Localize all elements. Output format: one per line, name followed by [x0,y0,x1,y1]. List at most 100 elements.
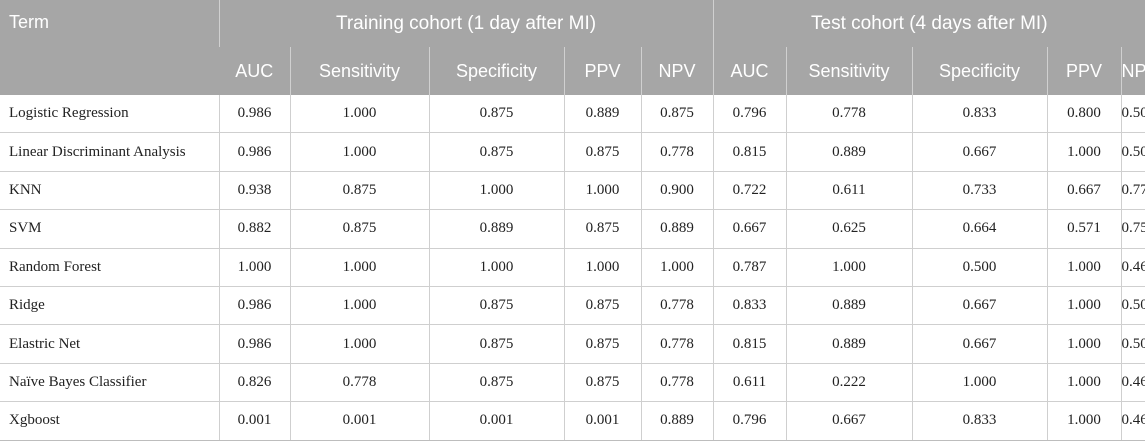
test-specificity-cell: 1.000 [911,363,1048,403]
test-cohort-header: Test cohort (4 days after MI) [712,0,1145,47]
test-specificity-cell: 0.500 [911,248,1048,287]
test-specificity-header: Specificity [911,47,1048,95]
train-sensitivity-header: Sensitivity [289,47,429,95]
term-cell: Xgboost [0,401,219,441]
test-npv-cell: 0.500 [1120,324,1145,364]
table-row: Xgboost 0.001 0.001 0.001 0.001 0.889 0.796 0.6… [0,401,1145,441]
train-sensitivity-cell: 1.000 [289,324,429,364]
test-sensitivity-cell: 0.222 [785,363,913,403]
train-specificity-cell: 1.000 [428,248,564,287]
test-specificity-cell: 0.733 [911,171,1048,211]
test-ppv-cell: 1.000 [1046,132,1122,172]
term-cell: Ridge [0,286,219,326]
test-auc-cell: 0.796 [712,95,787,134]
train-sensitivity-cell: 1.000 [289,248,429,287]
train-sensitivity-cell: 1.000 [289,95,429,134]
test-sensitivity-header: Sensitivity [785,47,913,95]
test-specificity-cell: 0.664 [911,209,1048,249]
train-specificity-header: Specificity [428,47,564,95]
train-ppv-cell: 0.875 [563,209,641,249]
test-ppv-cell: 1.000 [1046,248,1122,287]
test-npv-cell: 0.750 [1120,209,1145,249]
table-row: Elastric Net 0.986 1.000 0.875 0.875 0.778 0.8… [0,324,1145,364]
test-specificity-cell: 0.667 [911,286,1048,326]
train-auc-cell: 0.986 [218,132,290,172]
train-npv-cell: 0.778 [640,286,714,326]
train-sensitivity-cell: 1.000 [289,286,429,326]
term-cell: Linear Discriminant Analysis [0,132,219,172]
test-sensitivity-cell: 1.000 [785,248,913,287]
train-auc-cell: 0.001 [218,401,290,441]
table-row: KNN 0.938 0.875 1.000 1.000 0.900 0.722 0.611 0.… [0,171,1145,211]
table-header: Term Training cohort (1 day after MI) Te… [0,0,1145,95]
train-auc-header: AUC [219,47,290,95]
train-sensitivity-cell: 0.778 [289,363,429,403]
test-sensitivity-cell: 0.778 [785,95,913,134]
test-auc-cell: 0.722 [712,171,787,211]
train-npv-cell: 0.889 [640,209,714,249]
train-auc-cell: 0.826 [218,363,290,403]
term-cell: Naïve Bayes Classifier [0,363,219,403]
test-auc-cell: 0.815 [712,324,787,364]
test-auc-cell: 0.611 [712,363,787,403]
test-sensitivity-cell: 0.889 [785,132,913,172]
train-ppv-cell: 1.000 [563,248,641,287]
test-npv-cell: 0.500 [1120,132,1145,172]
test-sensitivity-cell: 0.667 [785,401,913,441]
train-specificity-cell: 0.875 [428,363,564,403]
train-npv-cell: 1.000 [640,248,714,287]
train-auc-cell: 0.986 [218,95,290,134]
test-ppv-cell: 0.800 [1046,95,1122,134]
train-specificity-cell: 0.001 [428,401,564,441]
table-row: Random Forest 1.000 1.000 1.000 1.000 1.000 0.… [0,248,1145,287]
test-sensitivity-cell: 0.611 [785,171,913,211]
test-npv-cell: 0.778 [1120,171,1145,211]
test-npv-cell: 0.500 [1120,95,1145,134]
train-auc-cell: 0.986 [218,286,290,326]
train-specificity-cell: 0.875 [428,286,564,326]
test-auc-header: AUC [712,47,787,95]
train-npv-cell: 0.875 [640,95,714,134]
test-ppv-cell: 1.000 [1046,401,1122,441]
test-sensitivity-cell: 0.889 [785,286,913,326]
train-specificity-cell: 0.875 [428,95,564,134]
train-specificity-cell: 0.889 [428,209,564,249]
train-npv-cell: 0.778 [640,132,714,172]
term-cell: KNN [0,171,219,211]
train-auc-cell: 0.986 [218,324,290,364]
table-row: Linear Discriminant Analysis 0.986 1.000 0.… [0,132,1145,172]
train-specificity-cell: 1.000 [428,171,564,211]
term-cell: Elastric Net [0,324,219,364]
train-npv-header: NPV [640,47,714,95]
train-npv-cell: 0.900 [640,171,714,211]
train-ppv-cell: 0.875 [563,286,641,326]
train-ppv-cell: 0.889 [563,95,641,134]
test-sensitivity-cell: 0.625 [785,209,913,249]
train-ppv-cell: 0.875 [563,363,641,403]
test-npv-cell: 0.462 [1120,248,1145,287]
train-npv-cell: 0.889 [640,401,714,441]
term-cell: Logistic Regression [0,95,219,134]
train-ppv-cell: 0.875 [563,324,641,364]
train-auc-cell: 0.938 [218,171,290,211]
train-sensitivity-cell: 0.875 [289,209,429,249]
table-body: Logistic Regression 0.986 1.000 0.875 0.889 0… [0,95,1145,441]
train-sensitivity-cell: 0.875 [289,171,429,211]
train-sensitivity-cell: 0.001 [289,401,429,441]
test-specificity-cell: 0.833 [911,401,1048,441]
test-ppv-cell: 1.000 [1046,363,1122,403]
test-npv-cell: 0.500 [1120,286,1145,326]
table-row: Naïve Bayes Classifier 0.826 0.778 0.875 0.8… [0,363,1145,403]
test-ppv-cell: 0.571 [1046,209,1122,249]
train-specificity-cell: 0.875 [428,132,564,172]
table-row: Logistic Regression 0.986 1.000 0.875 0.889 0… [0,95,1145,134]
test-auc-cell: 0.787 [712,248,787,287]
term-cell: Random Forest [0,248,219,287]
train-sensitivity-cell: 1.000 [289,132,429,172]
test-npv-cell: 0.462 [1120,401,1145,441]
test-auc-cell: 0.815 [712,132,787,172]
test-sensitivity-cell: 0.889 [785,324,913,364]
test-ppv-header: PPV [1046,47,1122,95]
test-ppv-cell: 1.000 [1046,324,1122,364]
